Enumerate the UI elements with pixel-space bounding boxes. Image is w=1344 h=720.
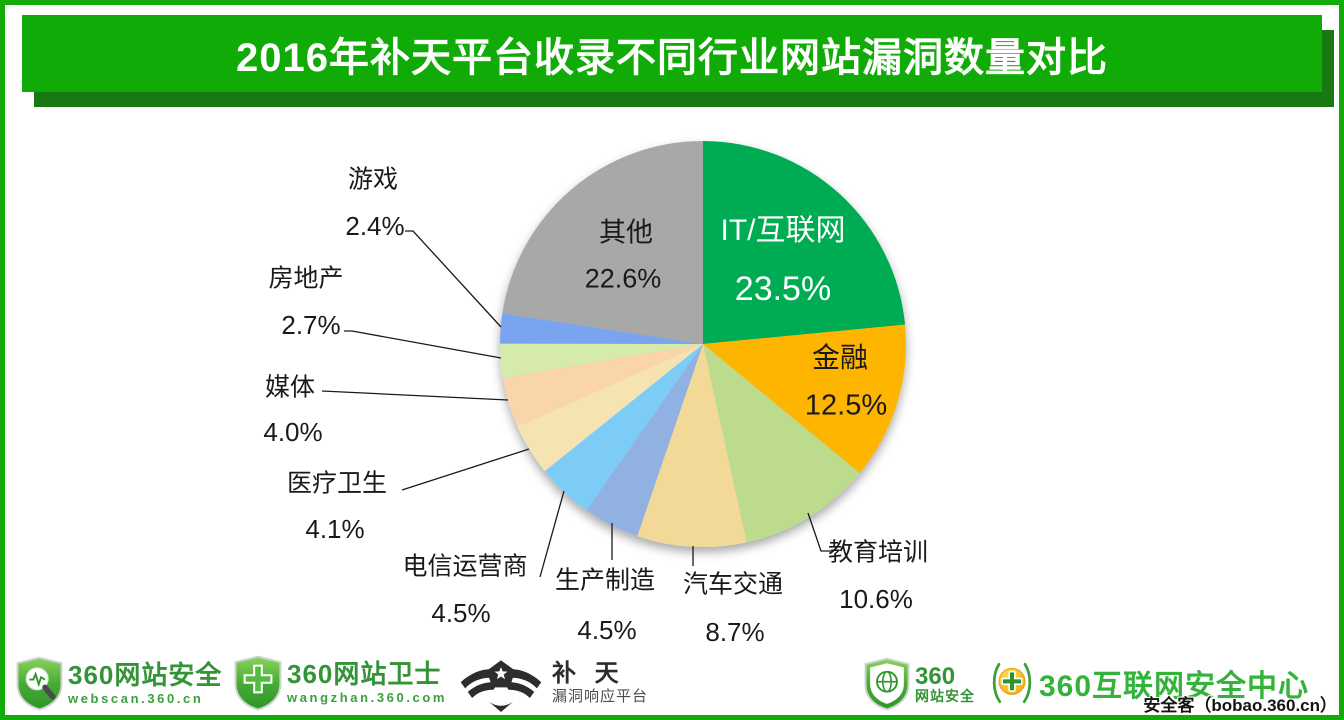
pie-slice-5 xyxy=(544,344,703,511)
logo-360-site-security: 360 网站安全 xyxy=(864,657,975,711)
leader-line-8 xyxy=(344,330,502,359)
footer: 360网站安全 webscan.360.cn 360网站卫士 wangzhan.… xyxy=(0,650,1344,715)
pie-slice-7 xyxy=(502,344,703,427)
logo-butian: 补 天 漏洞响应平台 xyxy=(455,656,648,712)
webscan-shield-icon xyxy=(16,656,63,711)
leader-line-9 xyxy=(405,230,502,328)
title-banner: 2016年补天平台收录不同行业网站漏洞数量对比 xyxy=(22,15,1322,92)
butian-title: 补 天 xyxy=(552,660,625,688)
site-security-label: 网站安全 xyxy=(915,687,975,704)
pie-slice-9 xyxy=(500,313,703,344)
pie-slice-3 xyxy=(637,344,747,548)
pie-leader-lines xyxy=(321,230,831,578)
wangzhan-shield-icon xyxy=(234,655,282,711)
watermark: 安全客（bobao.360.cn） xyxy=(1143,696,1337,715)
pie-slice-2 xyxy=(703,344,860,543)
pie-slice-4 xyxy=(586,344,703,537)
leader-line-7 xyxy=(321,390,509,401)
site-security-360: 360 xyxy=(915,662,956,690)
logo-360-isc: 360互联网安全中心 xyxy=(990,656,1309,710)
leader-line-2 xyxy=(807,512,831,552)
pie-slice-1 xyxy=(703,324,906,474)
leader-line-5 xyxy=(539,490,565,578)
wangzhan-subtitle: wangzhan.360.com xyxy=(287,690,448,706)
pie-slice-0 xyxy=(703,141,906,344)
isc-badge-icon xyxy=(992,662,1032,704)
butian-subtitle: 漏洞响应平台 xyxy=(552,688,649,706)
webscan-subtitle: webscan.360.cn xyxy=(68,690,204,706)
site-security-shield-icon xyxy=(864,657,910,711)
leader-line-6 xyxy=(401,448,530,491)
pie-slice-10 xyxy=(502,141,703,344)
isc-title: 360互联网安全中心 xyxy=(1039,670,1310,703)
wangzhan-title: 360网站卫士 xyxy=(287,659,442,690)
pie-slices xyxy=(499,141,906,548)
webscan-title: 360网站安全 xyxy=(68,659,223,690)
butian-emblem-icon xyxy=(460,660,542,712)
pie-slice-6 xyxy=(517,344,703,472)
page-title: 2016年补天平台收录不同行业网站漏洞数量对比 xyxy=(236,35,1108,80)
pie-slice-8 xyxy=(499,343,703,378)
logo-360-webscan: 360网站安全 webscan.360.cn xyxy=(16,656,222,711)
logo-360-wangzhan: 360网站卫士 wangzhan.360.com xyxy=(234,655,447,711)
